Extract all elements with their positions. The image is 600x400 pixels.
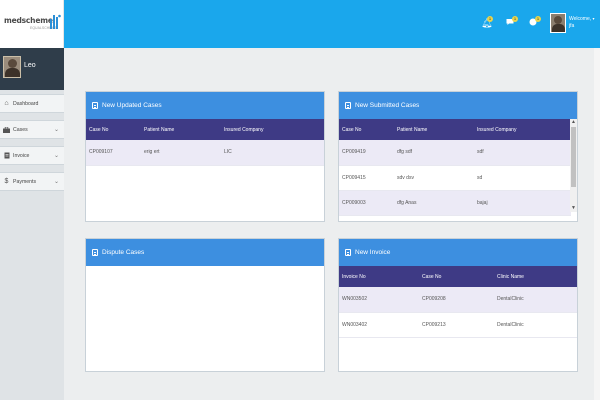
report-icon: [92, 249, 98, 256]
scroll-thumb[interactable]: [571, 127, 576, 187]
user-menu[interactable]: Welcome, ▾ jfa: [569, 15, 595, 30]
home-icon: ⌂: [4, 100, 9, 107]
messages-badge: 1: [512, 16, 518, 22]
tasks-button[interactable]: 1: [529, 16, 543, 30]
panel-dispute-cases: Dispute Cases: [85, 238, 325, 372]
user-panel: Leo: [0, 48, 64, 90]
cell-insured-company: LIC: [221, 140, 324, 166]
sidebar-item-label: Dashboard: [13, 100, 39, 107]
panel-header: New Invoice: [339, 239, 577, 266]
cell-insured-company: sd: [474, 165, 571, 191]
briefcase-icon: [3, 126, 10, 134]
welcome-text: Welcome,: [569, 16, 592, 22]
updated-cases-table: Case No Patient Name Insured Company CP0…: [86, 119, 324, 166]
table-row[interactable]: WN003502 CP009208 DentalClinic: [339, 287, 577, 313]
scroll-up-icon[interactable]: ▲: [571, 119, 576, 125]
table-row[interactable]: CP009107 erig ert LIC: [86, 140, 324, 166]
sidebar-item-payments[interactable]: $ Payments ⌄: [0, 172, 64, 191]
cell-patient-name: sdv dsv: [394, 165, 474, 191]
cell-case-no: CP009003: [339, 190, 394, 216]
table-row[interactable]: CP009003 dfg Anas bajaj: [339, 190, 571, 216]
cell-patient-name: dfg Anas: [394, 190, 474, 216]
panel-new-invoice: New Invoice Invoice No Case No Clinic Na…: [338, 238, 578, 372]
panel-new-submitted-cases: New Submitted Cases Case No Patient Name…: [338, 91, 578, 222]
column-header: Case No: [339, 119, 394, 140]
invoice-table: Invoice No Case No Clinic Name WN003502 …: [339, 266, 577, 338]
panel-header: Dispute Cases: [86, 239, 324, 266]
welcome-user: jfa: [569, 23, 575, 29]
avatar: [3, 56, 21, 78]
header-avatar[interactable]: [550, 13, 566, 33]
cell-case-no: CP009107: [86, 140, 141, 166]
column-header: Insured Company: [221, 119, 324, 140]
top-header: 🔔︎ 1 1 1 Welcome, ▾ jfa: [64, 0, 600, 48]
sidebar: medscheme EQUALSCHEME Leo ⌂ Dashboard Ca…: [0, 0, 64, 400]
sidebar-item-label: Invoice: [13, 152, 30, 159]
globe-icon: [529, 18, 537, 28]
scroll-down-icon[interactable]: ▼: [571, 205, 576, 211]
caret-down-icon: ▾: [592, 16, 595, 21]
cell-clinic-name: DentalClinic: [494, 312, 577, 338]
logo[interactable]: medscheme EQUALSCHEME: [0, 0, 64, 48]
chat-icon: [506, 18, 514, 28]
cell-case-no: CP009415: [339, 165, 394, 191]
user-name: Leo: [24, 62, 36, 69]
logo-subtext: EQUALSCHEME: [30, 26, 57, 30]
panel-new-updated-cases: New Updated Cases Case No Patient Name I…: [85, 91, 325, 222]
dollar-icon: $: [4, 178, 9, 185]
chevron-down-icon: ⌄: [53, 127, 59, 133]
tasks-badge: 1: [535, 16, 541, 22]
column-header: Patient Name: [141, 119, 221, 140]
cell-invoice-no: WN003502: [339, 287, 419, 313]
sidebar-item-cases[interactable]: Cases ⌄: [0, 120, 64, 139]
panel-scrollbar[interactable]: ▲ ▼: [570, 119, 577, 212]
column-header: Insured Company: [474, 119, 571, 140]
cell-patient-name: dfg sdf: [394, 140, 474, 166]
logo-mark-icon: [50, 14, 61, 29]
bell-icon: 🔔︎: [481, 18, 493, 28]
panel-title: Dispute Cases: [102, 249, 145, 256]
cell-invoice-no: WN003402: [339, 312, 419, 338]
column-header: Case No: [86, 119, 141, 140]
cell-patient-name: erig ert: [141, 140, 221, 166]
panel-header: New Updated Cases: [86, 92, 324, 119]
sidebar-item-dashboard[interactable]: ⌂ Dashboard: [0, 94, 64, 113]
page-scrollbar[interactable]: [594, 48, 600, 400]
report-icon: [345, 249, 351, 256]
sidebar-item-invoice[interactable]: Invoice ⌄: [0, 146, 64, 165]
cell-insured-company: sdf: [474, 140, 571, 166]
column-header: Patient Name: [394, 119, 474, 140]
chevron-down-icon: ⌄: [53, 179, 59, 185]
table-row[interactable]: CP009415 sdv dsv sd: [339, 165, 571, 191]
cell-case-no: CP009419: [339, 140, 394, 166]
column-header: Case No: [419, 266, 494, 287]
submitted-cases-table: Case No Patient Name Insured Company CP0…: [339, 119, 571, 216]
cell-case-no: CP009208: [419, 287, 494, 313]
column-header: Clinic Name: [494, 266, 577, 287]
cell-insured-company: bajaj: [474, 190, 571, 216]
sidebar-nav: ⌂ Dashboard Cases ⌄ Invoice ⌄ $ Payments…: [0, 94, 64, 198]
report-icon: [345, 102, 351, 109]
sidebar-item-label: Cases: [13, 126, 28, 133]
sidebar-item-label: Payments: [13, 178, 37, 185]
panel-title: New Submitted Cases: [355, 102, 420, 109]
cell-clinic-name: DentalClinic: [494, 287, 577, 313]
panel-title: New Invoice: [355, 249, 391, 256]
table-row[interactable]: CP009419 dfg sdf sdf: [339, 140, 571, 166]
chevron-down-icon: ⌄: [53, 153, 59, 159]
panel-title: New Updated Cases: [102, 102, 162, 109]
notification-badge: 1: [487, 16, 493, 22]
report-icon: [92, 102, 98, 109]
column-header: Invoice No: [339, 266, 419, 287]
file-icon: [3, 152, 10, 160]
notification-bell[interactable]: 🔔︎ 1: [481, 16, 495, 30]
messages-button[interactable]: 1: [506, 16, 520, 30]
panel-header: New Submitted Cases: [339, 92, 577, 119]
logo-text: medscheme: [4, 16, 53, 25]
cell-case-no: CP009213: [419, 312, 494, 338]
table-row[interactable]: WN003402 CP009213 DentalClinic: [339, 312, 577, 338]
